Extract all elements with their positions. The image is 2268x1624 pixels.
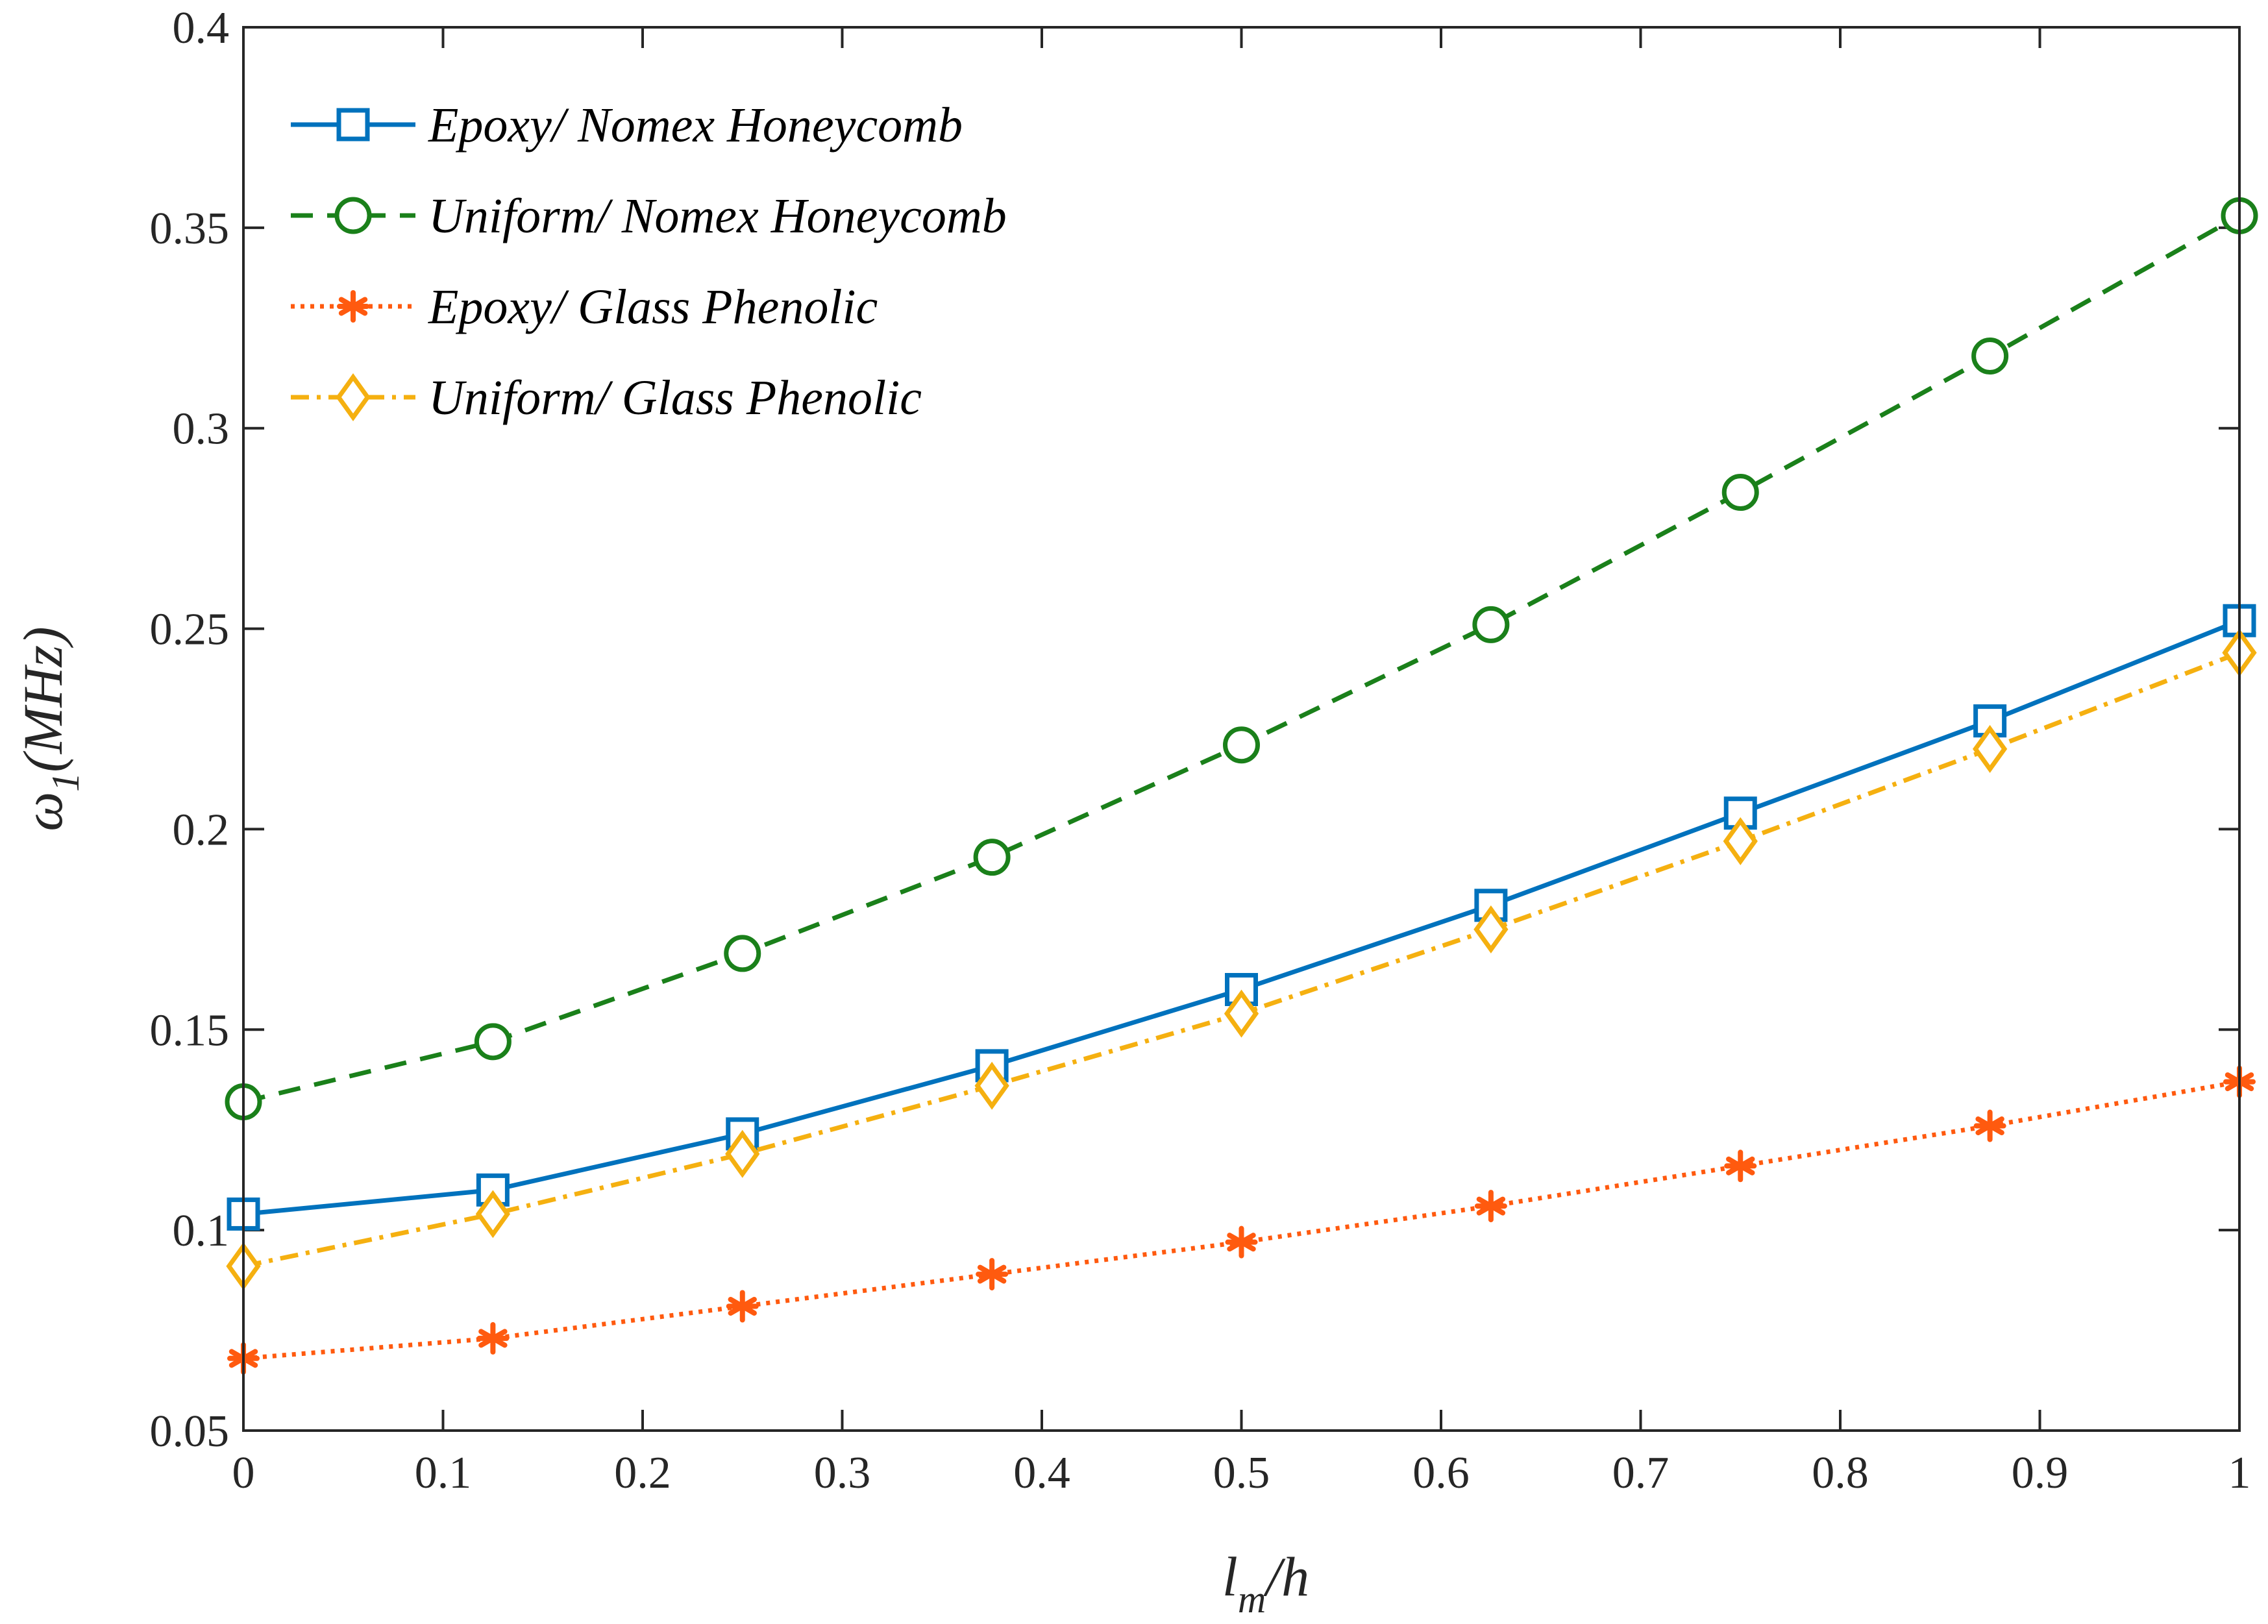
data-point	[475, 1190, 511, 1238]
data-point	[1224, 989, 1259, 1038]
x-tick-label: 1	[2228, 1448, 2251, 1498]
y-tick-label: 0.2	[173, 805, 230, 855]
legend-label: Epoxy/ Glass Phenolic	[428, 280, 878, 334]
data-point	[1973, 1109, 2006, 1142]
x-axis-title-main: l	[1222, 1545, 1238, 1608]
data-point	[1724, 1150, 1757, 1183]
series-3	[227, 1065, 2256, 1375]
legend-item-1: Epoxy/ Nomex Honeycomb	[291, 98, 963, 153]
legend-item-3: Epoxy/ Glass Phenolic	[291, 280, 878, 334]
y-axis-title-main: ω	[12, 792, 74, 831]
data-point	[1225, 1225, 1258, 1259]
legend: Epoxy/ Nomex Honeycomb Uniform/ Nomex Hon…	[291, 98, 1007, 425]
data-point	[1721, 474, 1759, 511]
y-axis-title-subscript: 1	[44, 772, 87, 792]
x-tick-label: 0.6	[1412, 1448, 1470, 1498]
legend-marker	[336, 108, 370, 141]
x-tick-label: 0	[232, 1448, 255, 1498]
x-tick-label: 0.5	[1213, 1448, 1270, 1498]
data-point	[976, 1258, 1009, 1291]
legend-item-4: Uniform/ Glass Phenolic	[291, 371, 922, 425]
data-point	[726, 1290, 759, 1323]
y-tick-label: 0.25	[150, 605, 230, 655]
data-point	[1473, 905, 1509, 953]
legend-marker	[337, 290, 369, 323]
legend-label: Uniform/ Nomex Honeycomb	[428, 189, 1007, 243]
data-point	[476, 1322, 510, 1355]
data-point	[973, 839, 1011, 876]
x-tick-label: 0.8	[1812, 1448, 1869, 1498]
x-axis-title-rest: /h	[1263, 1545, 1309, 1608]
axis-ticks: 0 0.1 0.2 0.3 0.4 0.5 0.6 0.7 0.8 0.9 1 0.05 0.1 0.15…	[150, 3, 2251, 1498]
data-point	[974, 1061, 1009, 1110]
x-axis-title-subscript: m	[1238, 1578, 1266, 1621]
y-tick-label: 0.05	[150, 1407, 230, 1457]
data-point	[474, 1023, 512, 1061]
data-point	[1472, 606, 1510, 643]
x-tick-label: 0.4	[1013, 1448, 1070, 1498]
legend-marker	[334, 197, 372, 234]
data-series	[225, 197, 2258, 1375]
y-tick-label: 0.4	[173, 3, 230, 53]
x-tick-label: 0.9	[2012, 1448, 2069, 1498]
y-tick-label: 0.3	[173, 404, 230, 454]
data-point	[1971, 338, 2009, 375]
legend-label: Uniform/ Glass Phenolic	[428, 371, 922, 425]
y-tick-label: 0.1	[173, 1206, 230, 1256]
y-tick-label: 0.35	[150, 204, 230, 254]
data-point	[1223, 726, 1260, 764]
x-tick-label: 0.1	[415, 1448, 472, 1498]
data-point	[724, 935, 761, 972]
x-tick-label: 0.3	[814, 1448, 871, 1498]
legend-marker	[336, 373, 371, 421]
x-tick-label: 0.7	[1612, 1448, 1670, 1498]
data-point	[1474, 1190, 1507, 1223]
data-point	[725, 1129, 760, 1178]
y-axis-title-rest: (MHz)	[12, 626, 74, 772]
data-point	[1723, 817, 1758, 865]
data-point	[1972, 724, 2008, 773]
axes-box	[242, 26, 2241, 1432]
x-axis-title: lm/h	[1222, 1545, 1309, 1621]
y-axis-title: ω1(MHz)	[12, 626, 87, 831]
y-tick-label: 0.15	[150, 1005, 230, 1055]
legend-item-2: Uniform/ Nomex Honeycomb	[291, 189, 1007, 243]
legend-label: Epoxy/ Nomex Honeycomb	[428, 98, 963, 153]
x-tick-label: 0.2	[614, 1448, 671, 1498]
